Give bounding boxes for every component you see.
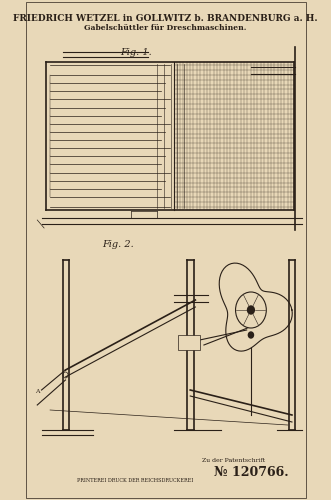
Circle shape bbox=[236, 292, 266, 328]
Circle shape bbox=[248, 306, 254, 314]
Circle shape bbox=[248, 332, 254, 338]
Polygon shape bbox=[219, 263, 292, 351]
Text: № 120766.: № 120766. bbox=[213, 466, 288, 479]
Text: PRINTEREI DRUCK DER REICHSDRUCKEREI: PRINTEREI DRUCK DER REICHSDRUCKEREI bbox=[77, 478, 194, 483]
Text: Fig. 2.: Fig. 2. bbox=[103, 240, 134, 249]
Text: A: A bbox=[35, 389, 39, 394]
Text: Zu der Patentschrift: Zu der Patentschrift bbox=[202, 458, 265, 463]
Text: Fig. 1.: Fig. 1. bbox=[120, 48, 151, 57]
Bar bbox=[178, 335, 200, 350]
Text: Gabelschüttler für Dreschmaschinen.: Gabelschüttler für Dreschmaschinen. bbox=[84, 24, 247, 32]
Text: FRIEDRICH WETZEL in GOLLWITZ b. BRANDENBURG a. H.: FRIEDRICH WETZEL in GOLLWITZ b. BRANDENB… bbox=[13, 14, 318, 23]
